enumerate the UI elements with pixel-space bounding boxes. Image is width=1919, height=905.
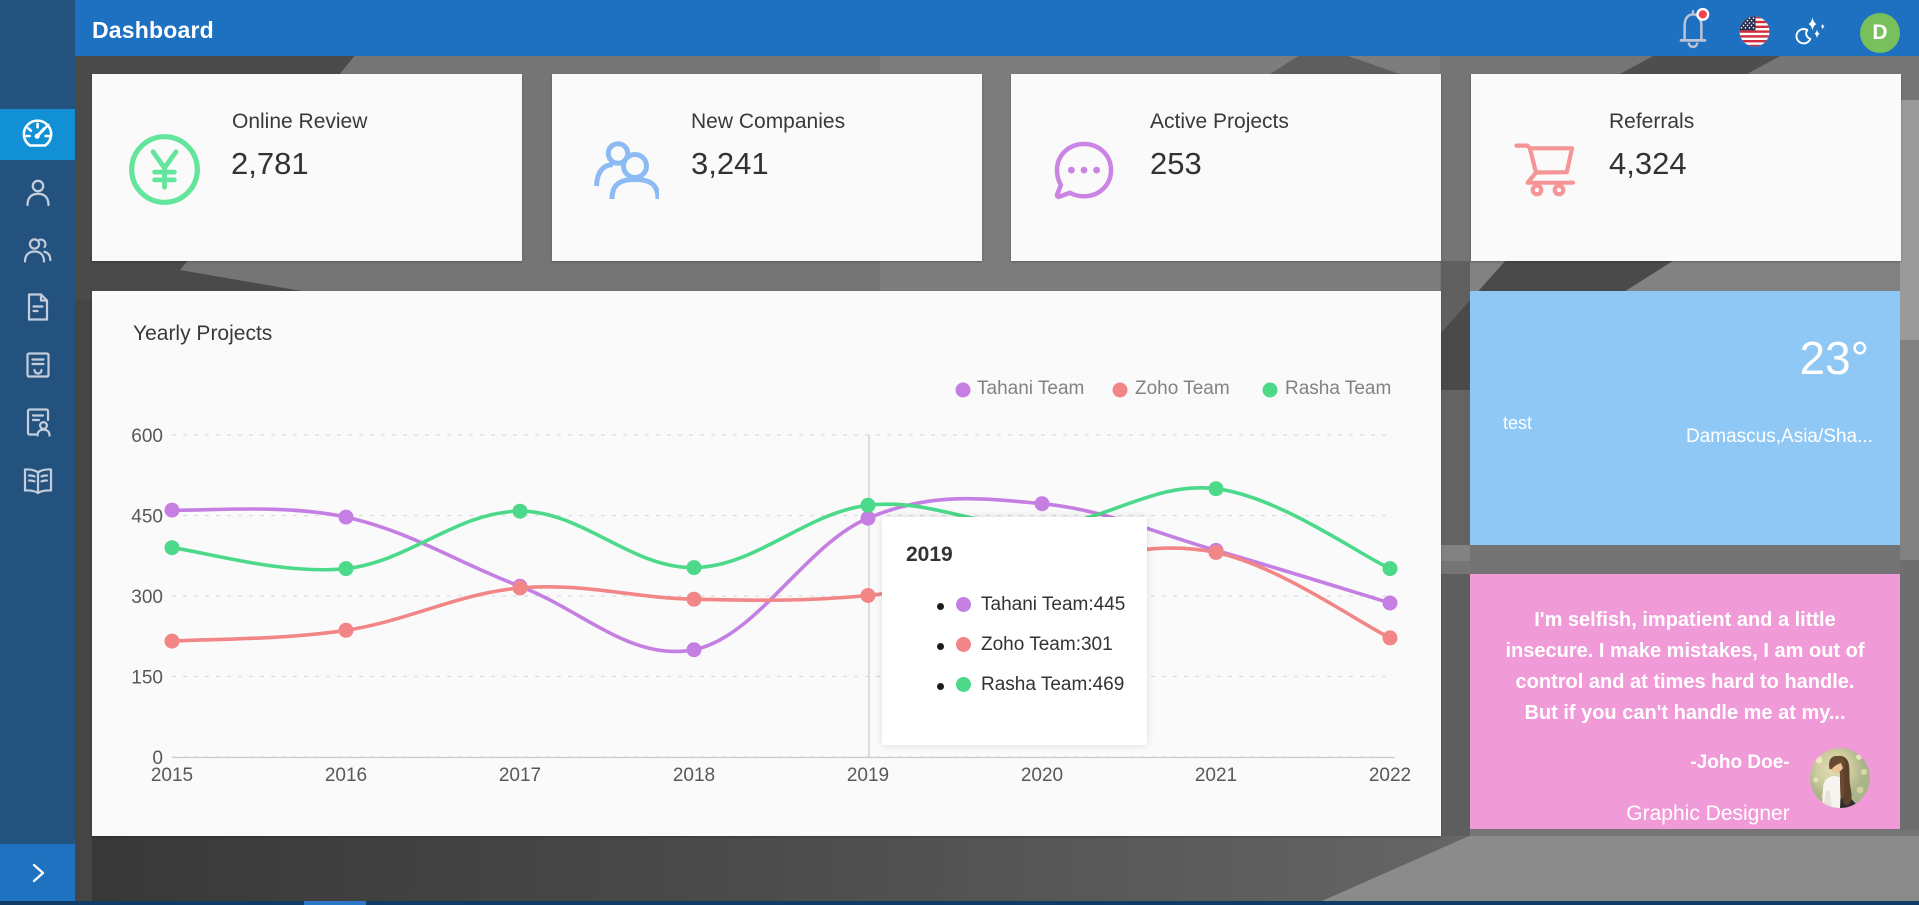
svg-text:2022: 2022	[1369, 765, 1411, 786]
svg-text:2016: 2016	[325, 765, 367, 786]
svg-text:2019: 2019	[847, 765, 889, 786]
svg-text:150: 150	[131, 668, 163, 689]
svg-text:300: 300	[131, 587, 163, 608]
svg-text:2017: 2017	[499, 765, 541, 786]
svg-text:600: 600	[131, 426, 163, 447]
svg-text:2018: 2018	[673, 765, 715, 786]
svg-text:0: 0	[152, 748, 163, 769]
svg-text:2021: 2021	[1195, 765, 1237, 786]
svg-text:450: 450	[131, 507, 163, 528]
svg-text:2020: 2020	[1021, 765, 1063, 786]
svg-text:2015: 2015	[151, 765, 193, 786]
